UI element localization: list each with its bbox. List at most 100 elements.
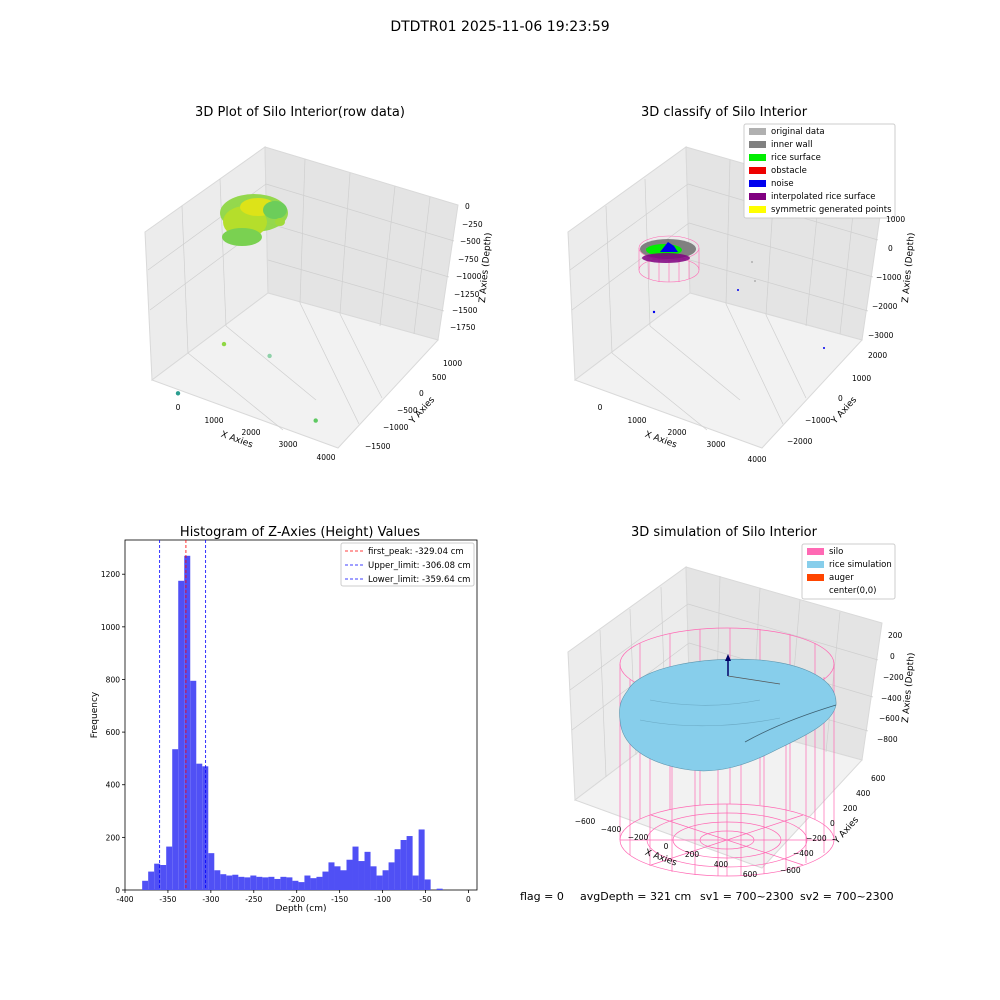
p4-xlabel: X Axies xyxy=(643,848,678,869)
flag-readout: flag = 0 xyxy=(520,890,564,903)
hist-xtick-label: -400 xyxy=(116,895,133,904)
p1-ztick: −750 xyxy=(458,255,479,264)
hist-bar xyxy=(382,870,389,890)
p4-ztick: 200 xyxy=(888,631,903,640)
p4-ztick: −200 xyxy=(883,673,904,682)
p1-ytick: −1000 xyxy=(383,423,409,432)
p2-xtick: 0 xyxy=(598,403,603,412)
hist-bar xyxy=(208,853,215,890)
p2-ztick: −3000 xyxy=(868,331,894,340)
p1-xtick: 2000 xyxy=(241,428,260,437)
hist-bar xyxy=(190,680,197,890)
hist-legend-label: Lower_limit: -359.64 cm xyxy=(368,575,470,585)
hist-bar xyxy=(418,829,425,890)
hist-bar xyxy=(268,876,275,890)
p4-zlabel: Z Axies (Depth) xyxy=(901,652,917,723)
p1-xtick: 4000 xyxy=(316,453,335,462)
panel-classify-3d: 3D classify of Silo Interior xyxy=(567,105,917,464)
hist-bar xyxy=(232,874,239,890)
hist-legend: first_peak: -329.04 cm Upper_limit: -306… xyxy=(340,542,475,587)
panel1-title: 3D Plot of Silo Interior(row data) xyxy=(195,105,405,120)
p2-xtick: 3000 xyxy=(706,440,725,449)
hist-bar xyxy=(298,882,305,890)
panel4-auger xyxy=(725,654,781,685)
p1-ztick: −500 xyxy=(460,237,481,246)
hist-bar xyxy=(322,871,329,890)
panel2-zticks: 1000 0 −1000 −2000 −3000 xyxy=(868,215,905,340)
p4-xtick: −400 xyxy=(601,825,622,834)
p4-ytick: 400 xyxy=(856,789,871,798)
hist-legend-label: first_peak: -329.04 cm xyxy=(368,547,464,557)
p2-ztick: 1000 xyxy=(886,215,905,224)
figure-title: DTDTR01 2025-11-06 19:23:59 xyxy=(390,19,609,35)
panel2-title: 3D classify of Silo Interior xyxy=(641,105,808,120)
p4-ztick: −800 xyxy=(877,735,898,744)
p2-xtick: 1000 xyxy=(627,416,646,425)
hist-bar xyxy=(172,749,179,890)
hist-bar xyxy=(358,861,365,890)
p4-ytick: 0 xyxy=(830,819,835,828)
p4-ytick: −600 xyxy=(780,866,801,875)
p2-legend-label: obstacle xyxy=(771,166,807,176)
panel1-box xyxy=(144,146,459,449)
hist-ytick-label: 400 xyxy=(106,781,121,790)
p2-ytick: −1000 xyxy=(805,416,831,425)
panel2-xticks: 0 1000 2000 3000 4000 xyxy=(598,403,767,464)
p1-ytick: 500 xyxy=(432,373,447,382)
p2-ytick: 0 xyxy=(838,394,843,403)
hist-ytick-label: 600 xyxy=(106,728,121,737)
p1-ztick: −1000 xyxy=(456,272,482,281)
p2-xtick: 4000 xyxy=(747,455,766,464)
hist-bar xyxy=(400,840,407,890)
p4-ytick: −400 xyxy=(793,849,814,858)
panel4-rice-simulation-surface xyxy=(619,658,837,772)
p4-xtick: 400 xyxy=(714,860,729,869)
p1-xtick: 0 xyxy=(176,403,181,412)
panel3-title: Histogram of Z-Axies (Height) Values xyxy=(180,525,420,540)
p4-legend-label: silo xyxy=(829,547,843,557)
hist-xtick-label: -150 xyxy=(331,895,348,904)
panel1-yticks: 1000 500 0 −500 −1000 −1500 xyxy=(365,359,462,451)
p1-ztick: −250 xyxy=(462,220,483,229)
p4-legend-label: center(0,0) xyxy=(829,586,877,596)
hist-xtick-label: -300 xyxy=(202,895,219,904)
hist-bars xyxy=(142,555,443,890)
p4-xtick: 0 xyxy=(664,842,669,851)
hist-xtick-label: -200 xyxy=(288,895,305,904)
p4-xtick: 200 xyxy=(685,850,700,859)
panel-raw-3d: 3D Plot of Silo Interior(row data) xyxy=(144,105,494,587)
panel2-noise-points xyxy=(652,261,825,349)
p2-legend-label: original data xyxy=(771,127,825,137)
p1-xtick: 1000 xyxy=(204,416,223,425)
p2-ztick: −1000 xyxy=(876,273,902,282)
panel4-zticks: 200 0 −200 −400 −600 −800 xyxy=(877,631,904,744)
p4-xtick: −200 xyxy=(628,833,649,842)
hist-bar xyxy=(184,555,191,890)
hist-xtick-label: -350 xyxy=(159,895,176,904)
hist-bar xyxy=(262,877,269,890)
hist-bar xyxy=(286,877,293,890)
hist-bar xyxy=(436,888,443,890)
hist-bar xyxy=(274,878,281,890)
hist-bar xyxy=(202,766,209,890)
p2-ytick: −2000 xyxy=(787,437,813,446)
p4-ylabel: Y Axies xyxy=(831,815,861,847)
hist-bar xyxy=(292,880,299,890)
hist-bar xyxy=(154,863,161,890)
p4-xtick: −600 xyxy=(575,817,596,826)
hist-bar xyxy=(304,875,311,890)
hist-bar xyxy=(280,876,287,890)
hist-bar xyxy=(328,862,335,890)
hist-bar xyxy=(364,851,371,890)
hist-bar xyxy=(394,849,401,890)
hist-xtick-label: -250 xyxy=(245,895,262,904)
p4-ytick: 600 xyxy=(871,774,886,783)
hist-xtick-label: -100 xyxy=(374,895,391,904)
p4-ztick: −400 xyxy=(881,694,902,703)
hist-bar xyxy=(142,880,149,890)
panel2-box xyxy=(567,146,883,449)
panel2-classified-cloud xyxy=(640,239,696,263)
hist-xtick-label: 0 xyxy=(466,895,471,904)
p2-xtick: 2000 xyxy=(667,428,686,437)
